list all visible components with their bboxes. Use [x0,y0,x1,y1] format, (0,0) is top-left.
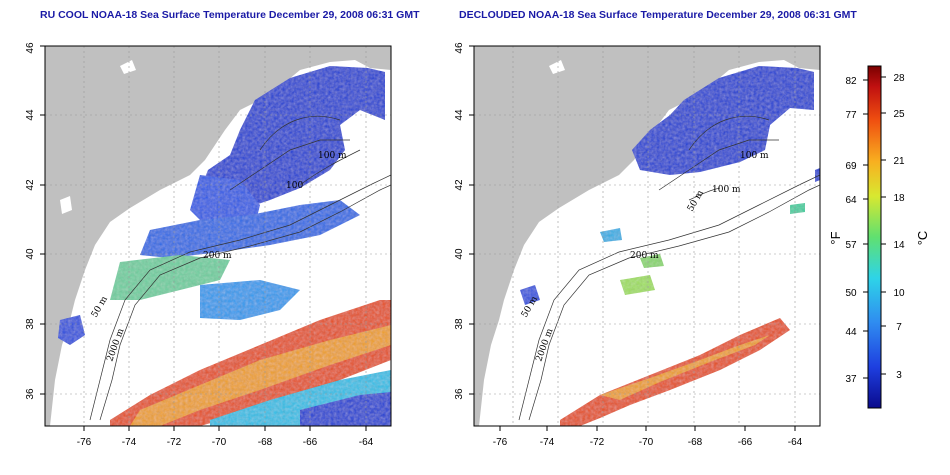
right-contour-label-100m: 100 m [740,151,769,161]
colorbar-c-tick: 18 [893,193,905,204]
right-lon-tick: -68 [688,437,703,448]
right-map-frame [473,45,821,427]
left-contour-label-100m: 100 m [318,151,347,161]
colorbar-f-tick: 37 [845,374,857,385]
colorbar-c-tick: 28 [893,73,905,84]
right-lon-tick: -66 [738,437,753,448]
left-lat-tick: 36 [25,388,36,400]
left-contour-label-200m: 200 m [203,251,232,261]
colorbar-f-tick: 82 [845,76,857,87]
right-lon-tick: -76 [493,437,508,448]
right-lon-tick: -74 [540,437,555,448]
right-contour-label-100m: 100 m [712,185,741,195]
left-lon-tick: -66 [303,437,318,448]
colorbar-c-tick: 14 [893,240,905,251]
colorbar-f-tick: 57 [845,240,857,251]
colorbar-f-tick: 69 [845,161,857,172]
right-contour-label-200m: 200 m [630,251,659,261]
left-map-canvas: 100 m 100 200 m 50 m 2000 m [45,46,391,426]
colorbar-f-tick: 64 [845,195,857,206]
right-lat-tick: 44 [454,109,465,121]
right-lat-tick: 36 [454,388,465,400]
left-lon-axis: -76 -74 -72 -70 -68 -66 -64 [77,426,374,448]
right-lon-tick: -64 [788,437,803,448]
left-graticule [45,46,391,426]
right-lat-tick: 40 [454,248,465,260]
right-lat-tick: 42 [454,179,465,191]
left-lon-tick: -72 [167,437,182,448]
left-lat-axis: 36 38 40 42 44 46 [25,42,45,400]
colorbar-unit-celsius: °C [915,231,930,246]
right-map-canvas: 100 m 100 m 50 m 200 m 50 m 2000 m [474,46,820,426]
left-lat-tick: 40 [25,248,36,260]
left-lon-tick: -68 [258,437,273,448]
left-lon-tick: -64 [359,437,374,448]
colorbar-f-tick: 77 [845,110,857,121]
colorbar-c-tick: 7 [896,322,902,333]
colorbar-c-tick: 25 [893,109,905,120]
left-map-title: RU COOL NOAA-18 Sea Surface Temperature … [40,9,420,21]
left-lon-tick: -70 [212,437,227,448]
left-lat-tick: 42 [25,179,36,191]
colorbar-c-tick: 21 [893,156,905,167]
left-map-frame [44,45,392,427]
temperature-colorbar: 82 77 69 64 57 50 44 37 28 25 21 18 14 1… [828,65,930,409]
right-lon-tick: -70 [639,437,654,448]
left-lat-tick: 46 [25,42,36,54]
right-lat-tick: 46 [454,42,465,54]
left-lon-tick: -74 [122,437,137,448]
left-lat-tick: 44 [25,109,36,121]
colorbar-c-tick: 10 [893,288,905,299]
left-land [45,46,391,426]
left-isobaths [89,116,391,421]
right-lon-axis: -76 -74 -72 -70 -68 -66 -64 [493,426,803,448]
colorbar-f-tick: 50 [845,288,857,299]
left-cold-water [200,66,385,210]
colorbar-gradient [867,65,882,409]
left-contour-label-100: 100 [286,181,303,191]
right-land [474,46,820,426]
left-lon-tick: -76 [77,437,92,448]
colorbar-c-tick: 3 [896,370,902,381]
right-graticule [474,46,820,426]
right-map-title: DECLOUDED NOAA-18 Sea Surface Temperatur… [459,9,857,21]
right-lat-axis: 36 38 40 42 44 46 [454,42,474,400]
right-lon-tick: -72 [590,437,605,448]
right-lat-tick: 38 [454,318,465,330]
right-isobaths [518,116,820,421]
colorbar-f-tick: 44 [845,327,857,338]
colorbar-unit-fahrenheit: °F [828,231,843,244]
left-lat-tick: 38 [25,318,36,330]
